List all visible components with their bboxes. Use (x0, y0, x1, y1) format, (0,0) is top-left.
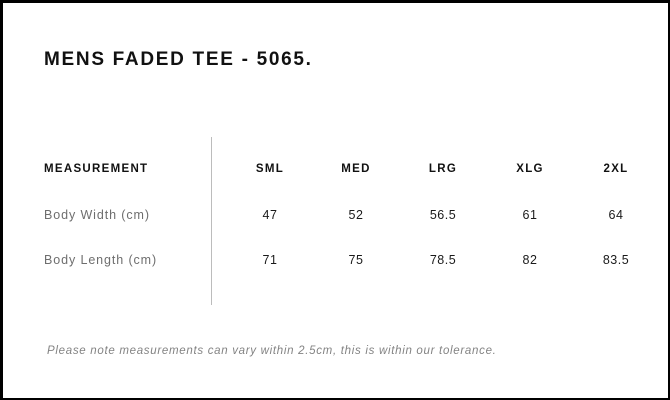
cell-body-length-sml: 71 (262, 253, 278, 267)
cell-body-width-2xl: 64 (608, 208, 624, 222)
column-header-lrg: LRG (428, 163, 458, 175)
cell-body-width-xlg: 61 (522, 208, 538, 222)
size-chart-table: MEASUREMENT SML MED LRG XLG 2XL Body Wid… (44, 163, 634, 298)
column-header-2xl: 2XL (603, 163, 629, 175)
cell-body-length-med: 75 (348, 253, 364, 267)
page-title: MENS FADED TEE - 5065. (44, 49, 313, 70)
cell-body-width-med: 52 (348, 208, 364, 222)
table-row: Body Width (cm) 47 52 56.5 61 64 (44, 208, 634, 253)
row-label-body-length: Body Length (cm) (44, 253, 158, 267)
cell-body-length-2xl: 83.5 (602, 253, 630, 267)
column-header-med: MED (341, 163, 371, 175)
column-header-measurement: MEASUREMENT (44, 163, 149, 175)
cell-body-length-lrg: 78.5 (429, 253, 457, 267)
table-row: Body Length (cm) 71 75 78.5 82 83.5 (44, 253, 634, 298)
column-header-sml: SML (255, 163, 285, 175)
table-header-row: MEASUREMENT SML MED LRG XLG 2XL (44, 163, 634, 208)
cell-body-width-lrg: 56.5 (429, 208, 457, 222)
cell-body-width-sml: 47 (262, 208, 278, 222)
row-label-body-width: Body Width (cm) (44, 208, 150, 222)
column-header-xlg: XLG (516, 163, 544, 175)
tolerance-note: Please note measurements can vary within… (47, 345, 497, 357)
column-divider (211, 137, 212, 305)
cell-body-length-xlg: 82 (522, 253, 538, 267)
size-chart-page: MENS FADED TEE - 5065. MEASUREMENT SML M… (3, 3, 668, 398)
